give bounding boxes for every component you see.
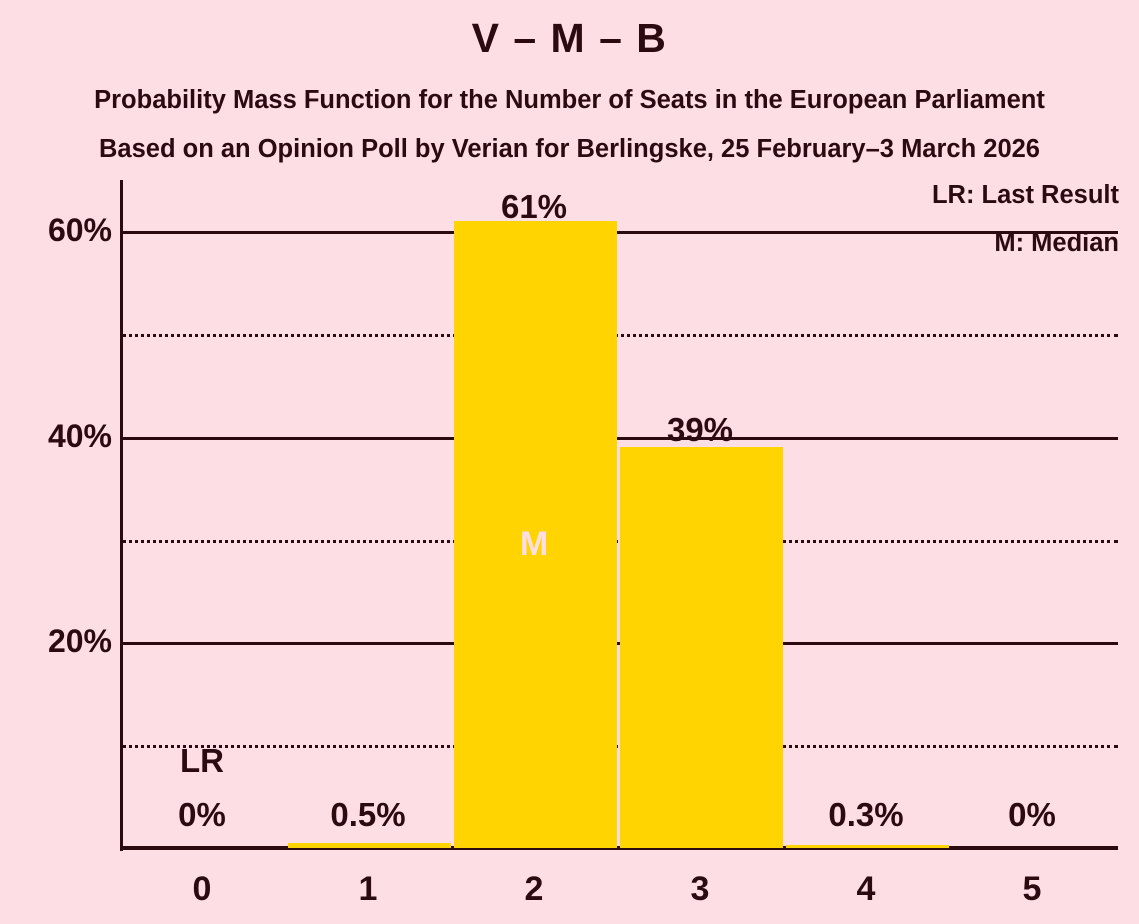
bar-value-label-2: 61% bbox=[500, 188, 568, 225]
x-axis-line bbox=[120, 846, 1118, 850]
gridline-40 bbox=[122, 436, 1118, 440]
xtick-label-4: 4 bbox=[856, 870, 876, 908]
chart-header: V – M – B Probability Mass Function for … bbox=[0, 0, 1139, 172]
bar-1[interactable] bbox=[288, 842, 451, 848]
xtick-label-0: 0 bbox=[192, 870, 212, 908]
xtick-label-5: 5 bbox=[1022, 870, 1042, 908]
bar-value-label-4: 0.3% bbox=[828, 796, 904, 833]
page-title: V – M – B bbox=[471, 15, 668, 61]
chart-subtitle-primary: Probability Mass Function for the Number… bbox=[94, 86, 1045, 114]
bar-3[interactable] bbox=[620, 447, 783, 848]
ytick-label-20: 20% bbox=[47, 623, 112, 660]
ytick-label-60: 60% bbox=[47, 212, 112, 249]
bar-4[interactable] bbox=[786, 844, 949, 848]
xtick-label-2: 2 bbox=[524, 870, 544, 908]
legend-entry-median: M: Median bbox=[994, 228, 1119, 257]
y-axis-line bbox=[120, 180, 123, 851]
last-result-marker: LR bbox=[180, 742, 224, 779]
bar-value-label-5: 0% bbox=[1008, 796, 1056, 833]
bar-value-label-0: 0% bbox=[178, 796, 226, 833]
ytick-label-40: 40% bbox=[47, 417, 112, 454]
bar-value-label-1: 0.5% bbox=[330, 796, 406, 833]
gridline-60 bbox=[122, 231, 1118, 235]
legend: LR: Last Result M: Median bbox=[931, 181, 1119, 278]
xtick-label-1: 1 bbox=[358, 870, 378, 908]
gridline-50 bbox=[122, 334, 1118, 338]
legend-entry-last-result: LR: Last Result bbox=[931, 181, 1119, 209]
xtick-label-3: 3 bbox=[690, 870, 710, 908]
bar-2[interactable] bbox=[454, 221, 617, 848]
plot-area bbox=[122, 180, 1118, 848]
bar-value-label-3: 39% bbox=[666, 411, 734, 448]
chart-subtitle-secondary: Based on an Opinion Poll by Verian for B… bbox=[99, 135, 1040, 163]
median-marker: M bbox=[519, 525, 549, 563]
